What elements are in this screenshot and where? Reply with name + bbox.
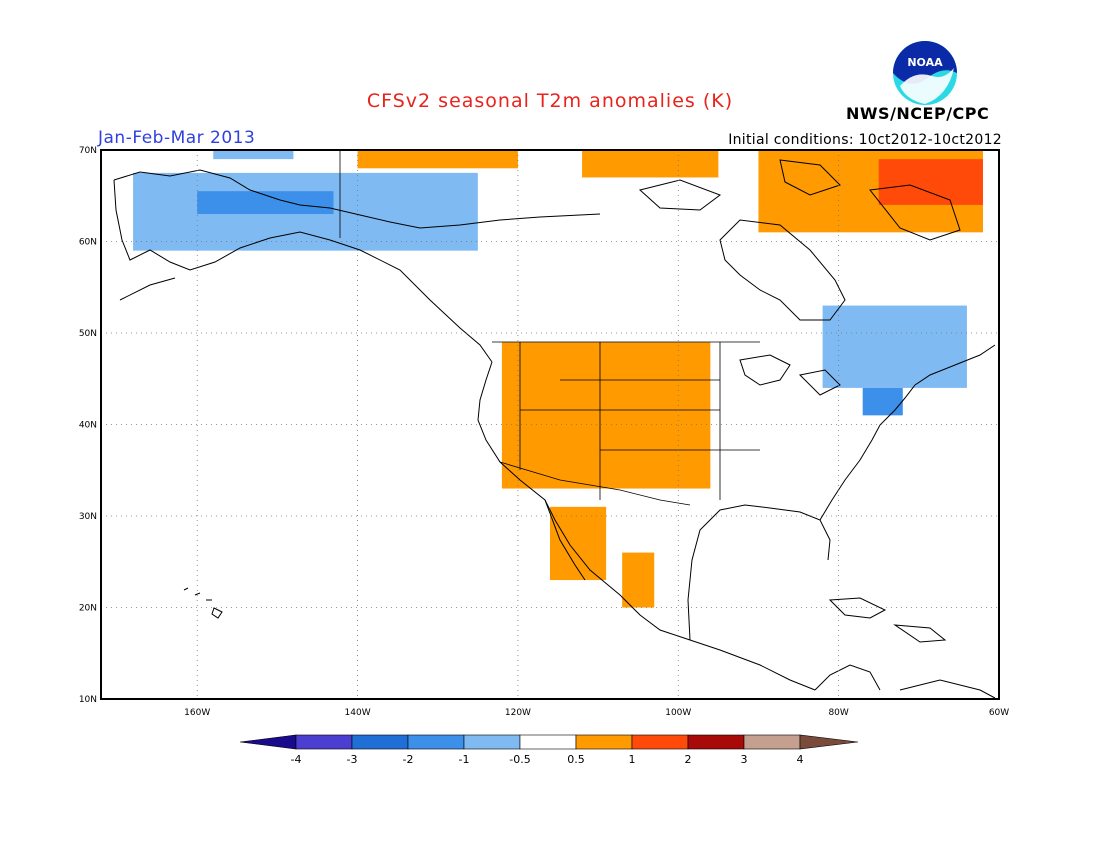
colorbar-swatch (295, 734, 353, 750)
anomaly-region-baja (550, 506, 607, 581)
colorbar-label: 4 (797, 753, 804, 766)
lat-tick-label: 30N (79, 512, 97, 522)
lat-tick-label: 40N (79, 421, 97, 431)
colorbar-swatch (631, 734, 689, 750)
colorbar-swatch-high (799, 734, 859, 750)
lon-tick-label: 60W (989, 708, 1009, 718)
colorbar-swatch (575, 734, 633, 750)
initial-conditions: Initial conditions: 10ct2012-10ct2012 (728, 132, 1002, 148)
political-boundaries (339, 150, 760, 506)
anomaly-region-new-england (862, 387, 903, 416)
anomaly-region-north-slope (213, 150, 294, 160)
forecast-period: Jan-Feb-Mar 2013 (98, 128, 256, 148)
lon-tick-label: 80W (828, 708, 848, 718)
colorbar-swatch (743, 734, 801, 750)
anomaly-region-yukon-coast (357, 150, 518, 169)
colorbar-label: -3 (347, 753, 358, 766)
lat-tick-label: 10N (79, 695, 97, 705)
anomaly-region-nw-territories (582, 150, 719, 178)
lon-tick-label: 100W (665, 708, 691, 718)
anomaly-region-alaska-core (197, 191, 334, 215)
colorbar: -4 -3 -2 -1 -0.5 0.5 1 2 3 4 (239, 734, 859, 766)
colorbar-swatch (351, 734, 409, 750)
map-frame (100, 149, 1000, 700)
colorbar-label: 3 (741, 753, 748, 766)
noaa-logo-icon: NOAA (892, 40, 958, 106)
chart-title: CFSv2 seasonal T2m anomalies (K) (366, 90, 734, 112)
colorbar-label: -2 (403, 753, 414, 766)
anomaly-region-quebec (822, 305, 967, 388)
lon-tick-label: 120W (505, 708, 531, 718)
axis-ticks: 160W 140W 120W 100W 80W 60W 10N 20N 30N 40N 50N 60N… (79, 146, 1009, 718)
svg-text:NOAA: NOAA (907, 56, 943, 69)
lon-tick-label: 140W (345, 708, 371, 718)
anomaly-regions (133, 150, 983, 608)
colorbar-label: -4 (291, 753, 302, 766)
anomaly-region-western-us (501, 342, 711, 489)
lon-tick-label: 160W (184, 708, 210, 718)
lat-tick-label: 70N (79, 146, 97, 156)
colorbar-swatch (407, 734, 465, 750)
anomaly-region-mexico-central (622, 552, 655, 608)
colorbar-swatch-low (239, 734, 297, 750)
colorbar-swatch (687, 734, 745, 750)
lat-tick-label: 60N (79, 238, 97, 248)
colorbar-label: 1 (629, 753, 636, 766)
anomaly-region-canadian-arctic-warm (878, 159, 983, 205)
colorbar-swatch (463, 734, 521, 750)
colorbar-label: -0.5 (509, 753, 530, 766)
colorbar-label: 0.5 (567, 753, 585, 766)
agency-label: NWS/NCEP/CPC (846, 104, 990, 123)
coastlines (113, 159, 996, 699)
lat-tick-label: 50N (79, 329, 97, 339)
colorbar-label: -1 (459, 753, 470, 766)
lat-tick-label: 20N (79, 604, 97, 614)
colorbar-swatch (519, 734, 577, 750)
colorbar-label: 2 (685, 753, 692, 766)
